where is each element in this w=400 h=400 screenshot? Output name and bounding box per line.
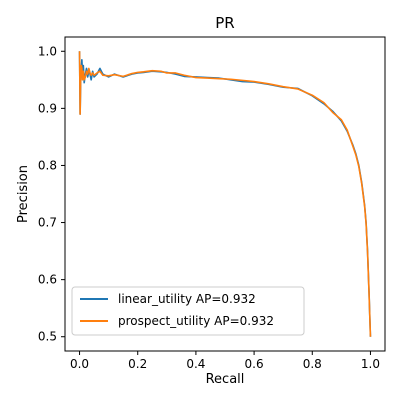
x-tick-label: 0.8 <box>303 357 322 371</box>
y-tick-label: 1.0 <box>38 44 57 58</box>
axes-frame <box>64 36 386 352</box>
y-tick-label: 0.5 <box>38 330 57 344</box>
y-tick-label: 0.6 <box>38 273 57 287</box>
y-tick-label: 0.9 <box>38 101 57 115</box>
legend-box <box>71 286 305 336</box>
series-line-1 <box>78 51 372 337</box>
legend-label-linear-utility: linear_utility AP=0.932 <box>118 292 256 306</box>
x-tick-label: 0.4 <box>186 357 205 371</box>
legend: linear_utility AP=0.932 prospect_utility… <box>71 286 305 336</box>
y-tick-label: 0.8 <box>38 158 57 172</box>
plot-area <box>78 51 372 337</box>
x-tick-label: 0.2 <box>128 357 147 371</box>
x-axis-label: Recall <box>206 372 245 387</box>
chart-title: PR <box>215 14 234 32</box>
y-axis-ticks: 0.5 0.6 0.7 0.8 0.9 1.0 <box>38 44 65 344</box>
x-axis-ticks: 0.0 0.2 0.4 0.6 0.8 1.0 <box>70 351 380 371</box>
x-tick-label: 0.0 <box>70 357 89 371</box>
y-tick-label: 0.7 <box>38 216 57 230</box>
legend-label-prospect-utility: prospect_utility AP=0.932 <box>118 314 274 328</box>
x-tick-label: 1.0 <box>361 357 380 371</box>
x-tick-label: 0.6 <box>245 357 264 371</box>
y-axis-label: Precision <box>16 165 31 223</box>
